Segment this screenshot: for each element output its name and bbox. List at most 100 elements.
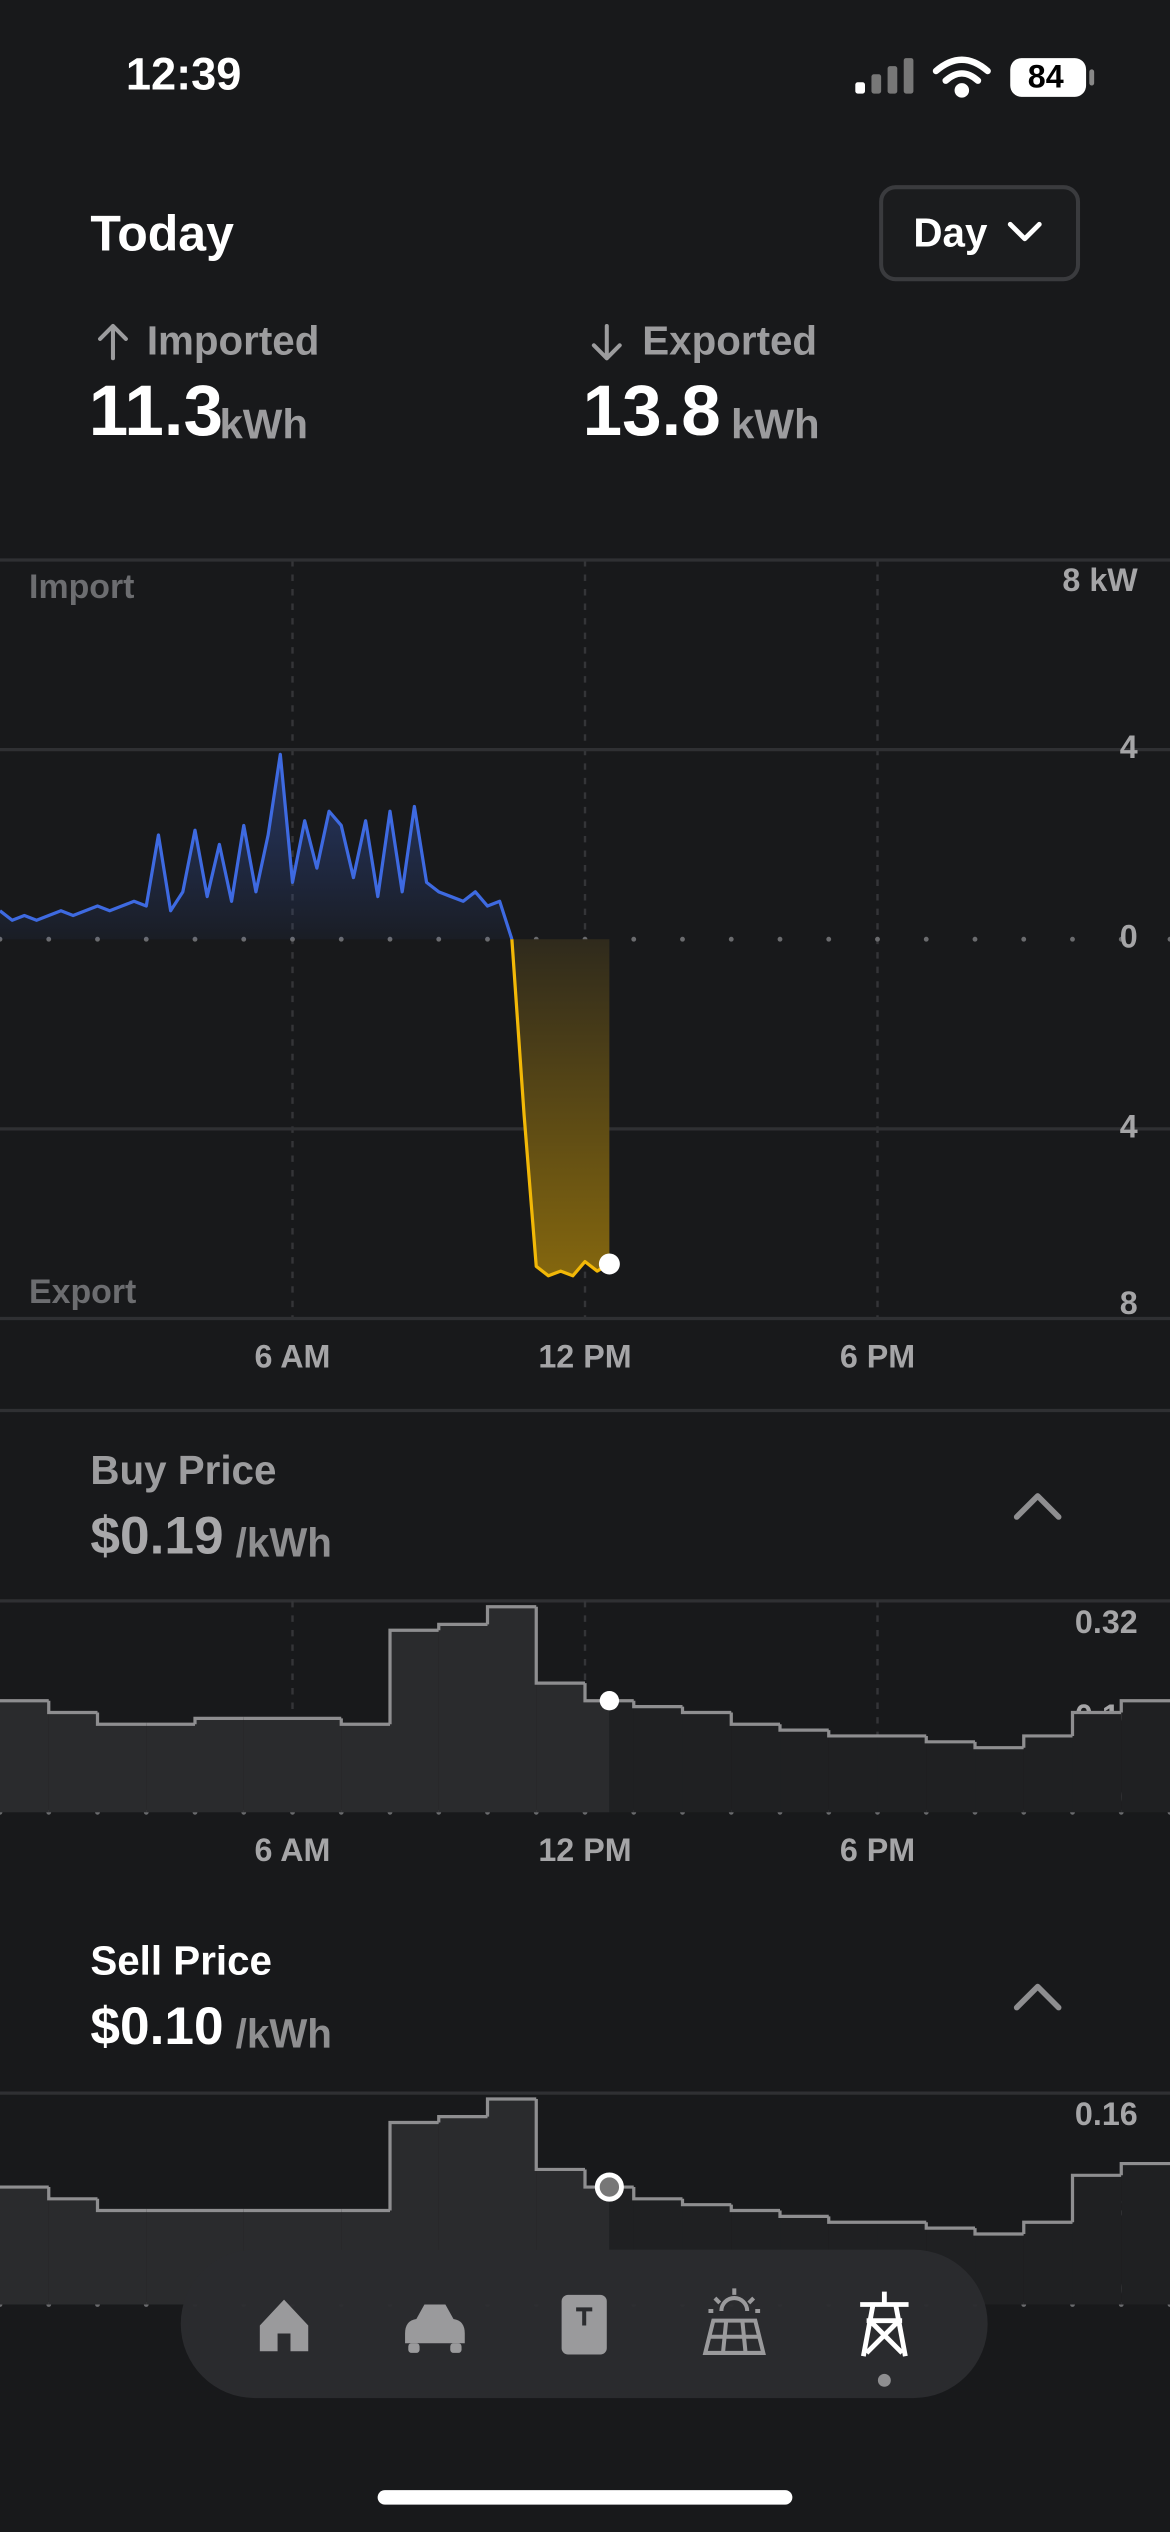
y-tick-label: 4 — [1120, 1108, 1138, 1144]
price-area — [1072, 1712, 1122, 1813]
price-area — [780, 1730, 829, 1813]
current-point — [598, 1253, 620, 1275]
price-line — [388, 2120, 439, 2211]
import-arrow — [98, 323, 128, 361]
price-line — [437, 2114, 488, 2123]
price-line — [485, 2097, 537, 2117]
price-area — [0, 2187, 49, 2305]
y-tick-label: 0.16 — [1075, 2096, 1138, 2132]
price-area — [195, 1718, 244, 1813]
y-tick-label: 8 kW — [1062, 562, 1138, 598]
x-tick-label: 6 AM — [255, 1338, 331, 1374]
price-line — [729, 1712, 780, 1726]
price-area — [341, 1724, 391, 1813]
price-area — [48, 1712, 98, 1813]
price-line — [729, 2204, 780, 2213]
current-price — [594, 2172, 624, 2202]
x-tick-label: 6 PM — [840, 1832, 915, 1868]
price-area — [97, 1724, 147, 1813]
price-line — [827, 2216, 878, 2224]
price-area — [487, 1606, 537, 1813]
price-area — [975, 2234, 1024, 2305]
y-tick-label: 4 — [1120, 729, 1138, 765]
home-indicator — [377, 2490, 793, 2505]
price-value: $0.10 — [90, 1997, 223, 2056]
stat-value: 13.8 — [583, 372, 721, 451]
price-line — [485, 1605, 537, 1625]
y-tick-label: 8 — [1120, 1285, 1138, 1321]
series-area — [511, 939, 610, 1276]
price-area — [243, 1718, 293, 1813]
battery-icon: 84 — [1010, 58, 1095, 97]
price-line — [47, 2187, 98, 2201]
price-area — [536, 1683, 586, 1813]
price-title: Sell Price — [90, 1938, 272, 1984]
collapse-button[interactable] — [1013, 1493, 1062, 1520]
price-line — [1070, 1710, 1122, 1736]
price-line — [973, 1741, 1024, 1750]
tab-bar — [180, 2249, 988, 2399]
price-line — [47, 1700, 98, 1715]
period-label[interactable]: Day — [913, 209, 988, 255]
price-line — [437, 1622, 488, 1631]
price-area — [390, 1630, 439, 1813]
wifi-icon — [932, 56, 991, 98]
price-line — [534, 1606, 586, 1685]
price-area — [1072, 2175, 1122, 2305]
price-line — [1022, 1734, 1073, 1748]
price-line — [924, 2222, 976, 2230]
price-line — [778, 2210, 829, 2219]
price-title: Buy Price — [90, 1447, 276, 1493]
stat-unit: kWh — [219, 401, 308, 448]
price-area — [97, 2210, 147, 2305]
stat-label: Exported — [642, 317, 817, 363]
price-area — [1023, 1735, 1073, 1813]
price-area — [1023, 2222, 1073, 2305]
current-price — [599, 1691, 620, 1711]
price-line — [1119, 2161, 1170, 2176]
price-area — [731, 1724, 781, 1813]
price-line — [534, 2098, 586, 2172]
solar-tab[interactable] — [702, 2288, 766, 2355]
price-line — [1070, 2173, 1122, 2223]
price-area — [828, 1735, 878, 1813]
price-area — [48, 2198, 98, 2305]
price-unit: /kWh — [236, 2010, 332, 2056]
price-area — [633, 1706, 683, 1813]
grid-tab[interactable] — [860, 2291, 909, 2357]
price-area — [146, 2210, 196, 2305]
y-tick-label: 0.32 — [1075, 1604, 1138, 1640]
price-area — [975, 1747, 1024, 1813]
period-button[interactable]: Day — [879, 185, 1081, 282]
price-area — [1121, 2163, 1170, 2305]
vehicle-tab[interactable] — [405, 2304, 465, 2353]
series-label: Export — [29, 1273, 136, 1311]
price-line — [778, 1724, 829, 1732]
series-line — [0, 752, 514, 940]
price-unit: /kWh — [236, 1520, 332, 1566]
charts: 6 AM 12 PM 6 PM 8 kW 4 0 4 8 Import Export 6 AM 12 … — [0, 558, 1170, 2307]
x-tick-label: 12 PM — [538, 1338, 631, 1374]
series-label: Import — [29, 568, 134, 606]
price-line — [1119, 1699, 1170, 1713]
price-area — [609, 1700, 634, 1813]
price-line — [632, 1700, 683, 1709]
collapse-button[interactable] — [1013, 1983, 1062, 2011]
price-area — [146, 1724, 196, 1813]
price-line — [632, 2187, 683, 2201]
battery-level: 84 — [1028, 59, 1064, 95]
x-tick-label: 12 PM — [538, 1832, 631, 1868]
page-title: Today — [90, 205, 234, 261]
price-line — [680, 2198, 732, 2207]
powerwall-tab[interactable] — [561, 2294, 607, 2355]
x-tick-label: 6 PM — [840, 1338, 915, 1374]
price-line — [973, 2228, 1024, 2236]
price-line — [95, 2198, 147, 2213]
price-line — [193, 1716, 244, 1725]
price-area — [292, 1718, 342, 1813]
price-area — [438, 1624, 488, 1813]
export-arrow — [591, 323, 622, 361]
y-tick-label: 0 — [1120, 919, 1138, 955]
price-line — [680, 1706, 732, 1715]
